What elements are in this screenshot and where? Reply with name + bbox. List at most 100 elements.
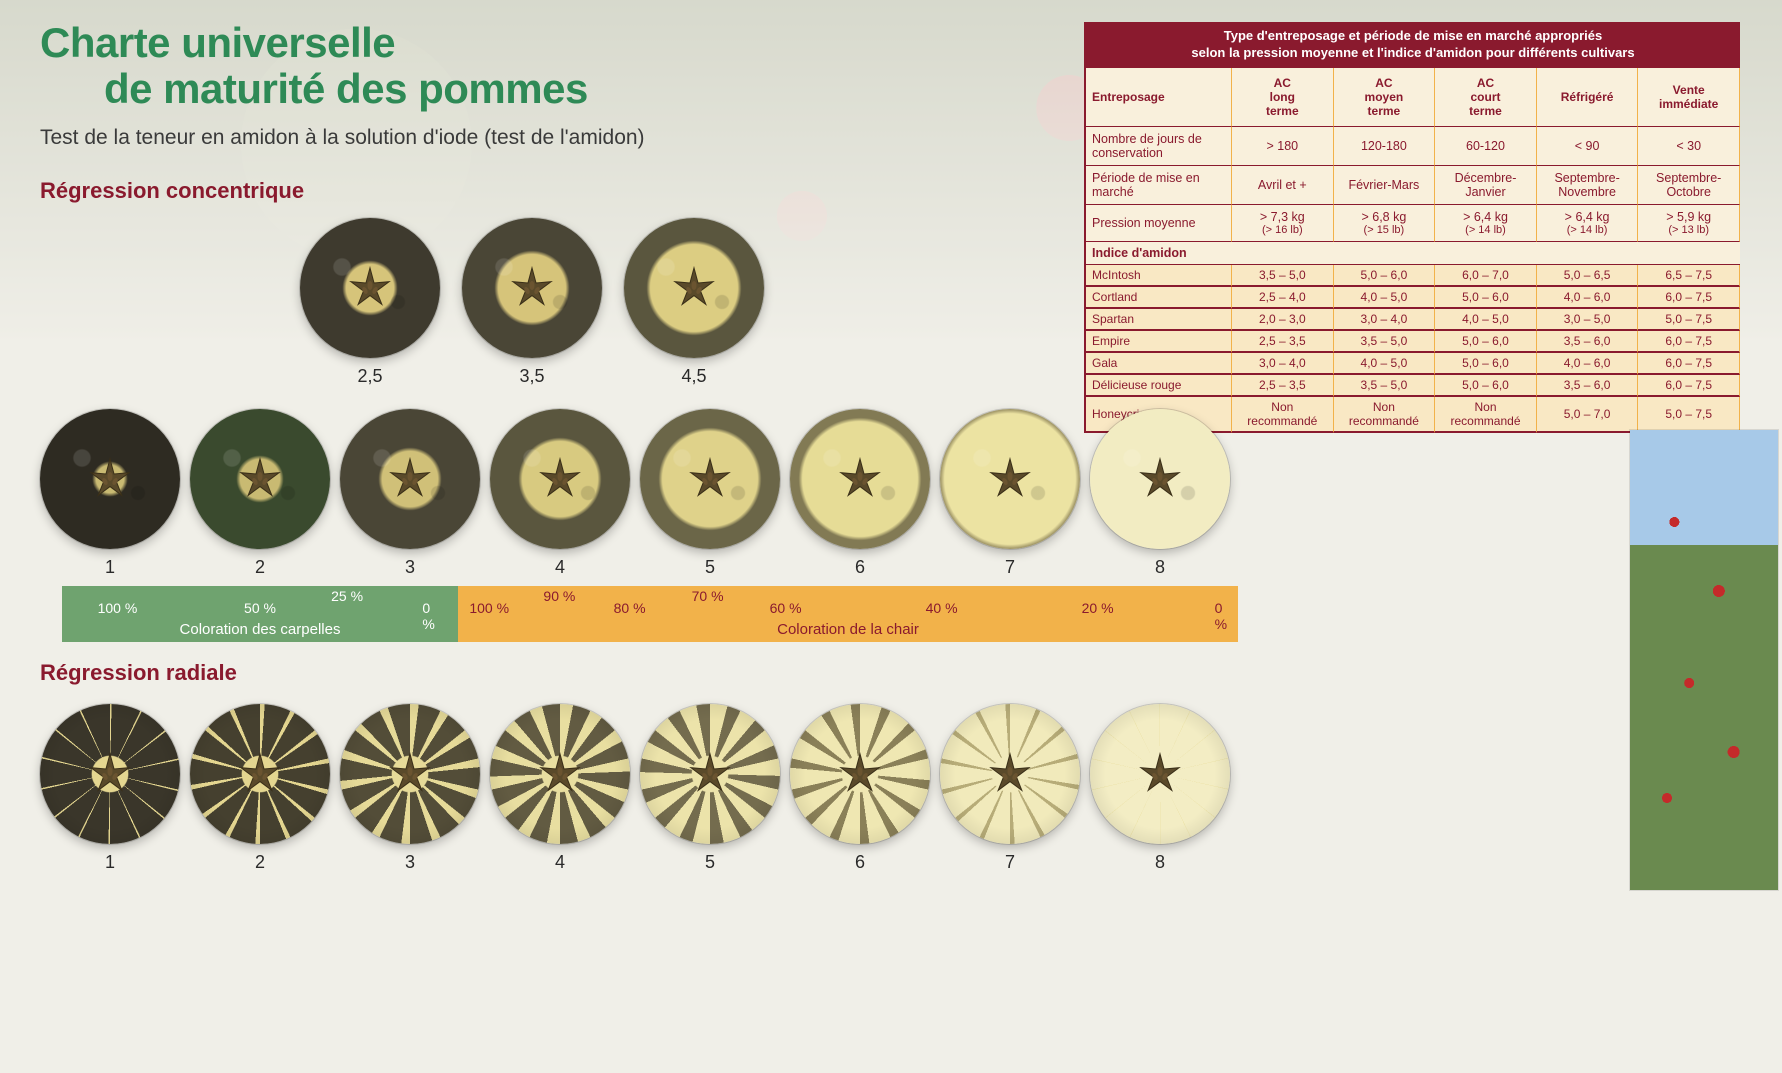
apple-concentric-icon xyxy=(640,409,780,549)
apple-cell: 4 xyxy=(490,409,630,578)
apple-radial-icon xyxy=(40,704,180,844)
apple-concentric-icon xyxy=(340,409,480,549)
apple-cell: 6 xyxy=(790,704,930,873)
table-header-l1: Type d'entreposage et période de mise en… xyxy=(1094,28,1732,45)
apple-cell: 4,5 xyxy=(624,218,764,387)
storage-table: Type d'entreposage et période de mise en… xyxy=(1084,22,1740,433)
apple-core-icon xyxy=(985,749,1035,799)
table-cell: 2,5 – 3,5 xyxy=(1232,375,1334,397)
table-cell: 4,0 – 5,0 xyxy=(1435,309,1537,331)
orchard-photo xyxy=(1630,430,1778,890)
table-cell: 5,0 – 6,0 xyxy=(1435,287,1537,309)
table-cell: 3,5 – 6,0 xyxy=(1537,375,1639,397)
apple-cell: 5 xyxy=(640,704,780,873)
apple-concentric-icon xyxy=(624,218,764,358)
apple-cell: 8 xyxy=(1090,704,1230,873)
table-cell: Non recommandé xyxy=(1232,397,1334,433)
apple-label: 5 xyxy=(705,852,715,873)
table-cell: 2,5 – 3,5 xyxy=(1232,331,1334,353)
apple-core-icon xyxy=(235,454,285,504)
apple-label: 5 xyxy=(705,557,715,578)
table-cell: > 5,9 kg(> 13 lb) xyxy=(1638,205,1740,242)
apple-label: 1 xyxy=(105,852,115,873)
apple-core-icon xyxy=(345,263,395,313)
table-rowhead: Pression moyenne xyxy=(1086,205,1232,242)
table-colhead: ACmoyenterme xyxy=(1334,68,1436,127)
chair-tick: 90 % xyxy=(543,588,575,604)
table-cell: 5,0 – 6,0 xyxy=(1334,265,1436,287)
carpelle-tick: 25 % xyxy=(331,588,363,604)
apple-cell: 6 xyxy=(790,409,930,578)
apple-concentric-icon xyxy=(790,409,930,549)
table-cell: > 180 xyxy=(1232,127,1334,166)
table-cell: < 30 xyxy=(1638,127,1740,166)
apple-concentric-icon xyxy=(190,409,330,549)
apple-radial-icon xyxy=(940,704,1080,844)
chair-bar-label: Coloration de la chair xyxy=(458,621,1238,638)
apple-radial-icon xyxy=(640,704,780,844)
table-cell: 5,0 – 6,0 xyxy=(1435,353,1537,375)
apple-label: 4 xyxy=(555,852,565,873)
apple-cell: 8 xyxy=(1090,409,1230,578)
table-cell: 5,0 – 6,0 xyxy=(1435,375,1537,397)
table-cultivar-name: Cortland xyxy=(1086,287,1232,309)
table-cell: 5,0 – 6,5 xyxy=(1537,265,1639,287)
table-cell: Septembre-Octobre xyxy=(1638,166,1740,205)
table-cell: 3,5 – 5,0 xyxy=(1334,331,1436,353)
table-cell: Février-Mars xyxy=(1334,166,1436,205)
apple-core-icon xyxy=(535,454,585,504)
apple-cell: 3,5 xyxy=(462,218,602,387)
apple-concentric-icon xyxy=(1090,409,1230,549)
table-cell: 5,0 – 7,0 xyxy=(1537,397,1639,433)
title-line1: Charte universelle xyxy=(40,19,395,66)
apple-core-icon xyxy=(385,454,435,504)
apple-core-icon xyxy=(85,454,135,504)
apple-label: 2 xyxy=(255,557,265,578)
carpelle-tick: 50 % xyxy=(244,600,276,616)
table-cell: Septembre-Novembre xyxy=(1537,166,1639,205)
page: Charte universelle de maturité des pomme… xyxy=(0,0,1782,893)
apple-cell: 2 xyxy=(190,409,330,578)
radial-main-row: 1 2 3 xyxy=(40,704,1742,873)
table-cultivar-name: Délicieuse rouge xyxy=(1086,375,1232,397)
chair-tick: 70 % xyxy=(692,588,724,604)
table-rowhead: Nombre de jours de conservation xyxy=(1086,127,1232,166)
table-cell: 6,0 – 7,5 xyxy=(1638,331,1740,353)
table-colhead: AClongterme xyxy=(1232,68,1334,127)
table-colhead: ACcourtterme xyxy=(1435,68,1537,127)
apple-core-icon xyxy=(835,454,885,504)
table-cell: 3,5 – 5,0 xyxy=(1232,265,1334,287)
table-cell: 6,5 – 7,5 xyxy=(1638,265,1740,287)
table-cultivar-name: McIntosh xyxy=(1086,265,1232,287)
apple-concentric-icon xyxy=(40,409,180,549)
chair-tick: 80 % xyxy=(614,600,646,616)
table-cell: 4,0 – 5,0 xyxy=(1334,353,1436,375)
table-cell: 3,5 – 6,0 xyxy=(1537,331,1639,353)
table-cell: 3,0 – 5,0 xyxy=(1537,309,1639,331)
apple-radial-icon xyxy=(190,704,330,844)
apple-label: 8 xyxy=(1155,852,1165,873)
table-cell: 5,0 – 7,5 xyxy=(1638,309,1740,331)
apple-label: 6 xyxy=(855,852,865,873)
table-header-l2: selon la pression moyenne et l'indice d'… xyxy=(1094,45,1732,62)
apple-cell: 7 xyxy=(940,409,1080,578)
table-rowhead: Période de mise en marché xyxy=(1086,166,1232,205)
table-colhead: Venteimmédiate xyxy=(1638,68,1740,127)
table-cell: 4,0 – 6,0 xyxy=(1537,287,1639,309)
apple-radial-icon xyxy=(790,704,930,844)
apple-core-icon xyxy=(685,454,735,504)
table-cultivar-name: Gala xyxy=(1086,353,1232,375)
apple-cell: 3 xyxy=(340,409,480,578)
apple-core-icon xyxy=(85,749,135,799)
coloration-bars: Coloration des carpelles 100 %50 %25 %0 … xyxy=(40,586,1240,642)
carpelle-tick: 0 % xyxy=(422,600,446,632)
apple-label: 4,5 xyxy=(681,366,706,387)
apple-label: 3 xyxy=(405,557,415,578)
table-grid: EntreposageAClongtermeACmoyentermeACcour… xyxy=(1086,68,1740,433)
apple-concentric-icon xyxy=(300,218,440,358)
table-cell: 6,0 – 7,5 xyxy=(1638,353,1740,375)
apple-core-icon xyxy=(535,749,585,799)
apple-core-icon xyxy=(669,263,719,313)
table-cell: 4,0 – 5,0 xyxy=(1334,287,1436,309)
apple-label: 2 xyxy=(255,852,265,873)
